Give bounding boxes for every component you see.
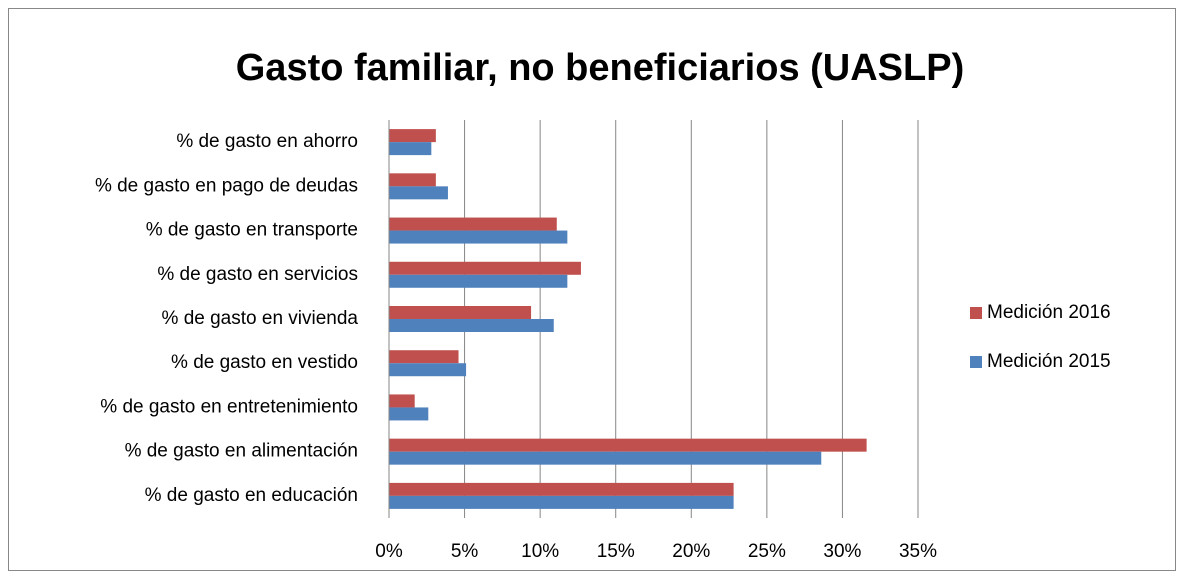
bar [389, 438, 867, 452]
bar [389, 173, 436, 187]
bar [389, 217, 557, 231]
chart-frame [8, 8, 1176, 571]
x-tick-label: 10% [521, 541, 559, 562]
y-tick-label: % de gasto en vestido [171, 352, 358, 373]
legend-label: Medición 2015 [987, 351, 1111, 372]
y-tick-label: % de gasto en transporte [146, 220, 358, 241]
legend-swatch [970, 356, 982, 368]
x-tick-label: 30% [823, 541, 861, 562]
y-tick-label: % de gasto en ahorro [176, 131, 358, 152]
x-tick-label: 25% [748, 541, 786, 562]
y-tick-label: % de gasto en servicios [157, 264, 358, 285]
bar [389, 274, 568, 288]
x-tick-label: 35% [899, 541, 937, 562]
bar [389, 261, 581, 275]
bar [389, 129, 436, 143]
y-tick-label: % de gasto en pago de deudas [95, 175, 358, 196]
bar [389, 482, 734, 496]
bar [389, 186, 448, 200]
bar [389, 451, 822, 465]
bar [389, 495, 734, 509]
x-tick-label: 5% [451, 541, 479, 562]
y-tick-label: % de gasto en alimentación [125, 441, 358, 462]
y-tick-label: % de gasto en educación [145, 485, 358, 506]
x-tick-label: 0% [375, 541, 403, 562]
bar [389, 306, 532, 319]
bar [389, 363, 467, 377]
bar [389, 319, 554, 332]
y-tick-label: % de gasto en vivienda [162, 308, 359, 329]
bar [389, 142, 432, 156]
bar [389, 407, 429, 421]
legend-swatch [970, 307, 982, 319]
bar [389, 230, 568, 244]
x-tick-label: 15% [597, 541, 635, 562]
y-tick-label: % de gasto en entretenimiento [100, 396, 358, 417]
bar [389, 394, 415, 408]
chart-title: Gasto familiar, no beneficiarios (UASLP) [236, 47, 965, 89]
legend-label: Medición 2016 [987, 302, 1111, 323]
bar [389, 350, 459, 364]
x-tick-label: 20% [672, 541, 710, 562]
